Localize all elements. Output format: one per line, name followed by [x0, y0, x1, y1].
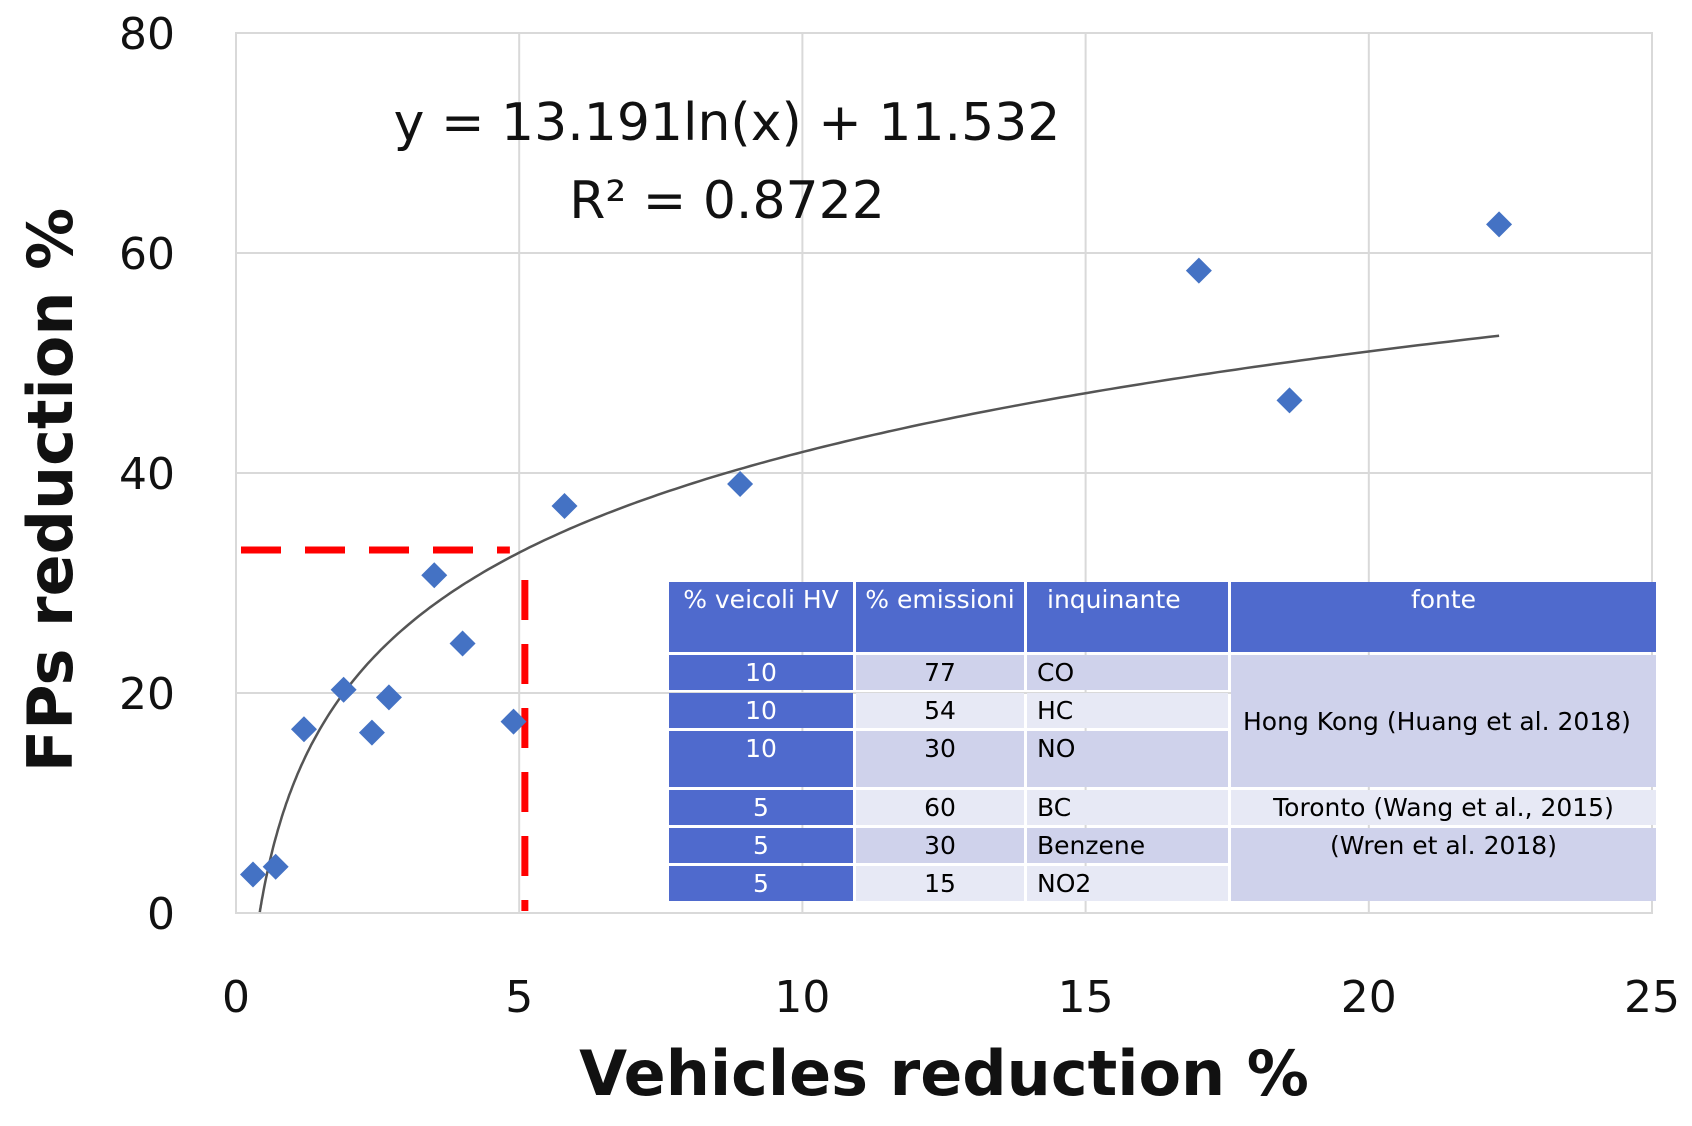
- reference-lines: [241, 546, 529, 911]
- cell-hv: 10: [669, 731, 853, 787]
- x-tick-label: 15: [1058, 972, 1114, 1023]
- data-point: [358, 719, 385, 746]
- data-point: [1486, 211, 1513, 238]
- data-point: [375, 684, 402, 711]
- cell-inquinante: NO2: [1027, 866, 1228, 901]
- cell-fonte-hong-kong: Hong Kong (Huang et al. 2018): [1231, 655, 1656, 787]
- table-row: 10 30 NO: [669, 731, 1656, 787]
- table-header-row: % veicoli HV % emissioni inquinante font…: [669, 582, 1656, 652]
- cell-inquinante: Benzene: [1027, 828, 1228, 863]
- cell-hv: 10: [669, 693, 853, 728]
- x-tick-label: 10: [774, 972, 830, 1023]
- header-fonte: fonte: [1231, 582, 1656, 652]
- data-point: [449, 630, 476, 657]
- cell-inquinante: BC: [1027, 790, 1228, 825]
- y-tick-labels: 0 20 40 60 80: [119, 9, 175, 940]
- table-row: 10 77 CO Hong Kong (Huang et al. 2018): [669, 655, 1656, 787]
- data-point: [239, 861, 266, 888]
- y-tick-label: 0: [147, 889, 175, 940]
- x-tick-label: 0: [222, 972, 250, 1023]
- header-inquinante: inquinante: [1027, 582, 1228, 652]
- table-row: 5 15 NO2: [669, 866, 1656, 901]
- cell-inquinante: HC: [1027, 693, 1228, 728]
- cell-fonte-wren: (Wren et al. 2018): [1231, 828, 1656, 901]
- x-tick-labels: 0 5 10 15 20 25: [222, 972, 1680, 1023]
- data-point: [262, 853, 289, 880]
- trendline-r2: R² = 0.8722: [569, 171, 885, 231]
- data-point: [727, 471, 754, 497]
- cell-hv: 5: [669, 828, 853, 863]
- x-tick-label: 5: [505, 972, 533, 1023]
- table-row: 5 60 BC Toronto (Wang et al., 2015): [669, 790, 1656, 825]
- data-point: [551, 493, 578, 519]
- trendline-equation: y = 13.191ln(x) + 11.532: [394, 93, 1061, 153]
- x-tick-label: 20: [1341, 972, 1397, 1023]
- cell-hv: 5: [669, 866, 853, 901]
- trendline: [258, 334, 1500, 913]
- header-veicoli-hv: % veicoli HV: [669, 582, 853, 652]
- cell-emissioni: 30: [856, 731, 1024, 787]
- data-point: [290, 716, 317, 743]
- y-tick-label: 40: [119, 449, 175, 500]
- data-point: [1185, 257, 1212, 284]
- cell-emissioni: 15: [856, 866, 1024, 901]
- cell-fonte-toronto: Toronto (Wang et al., 2015): [1231, 790, 1656, 825]
- cell-emissioni: 54: [856, 693, 1024, 728]
- cell-emissioni: 77: [856, 655, 1024, 690]
- y-tick-label: 60: [119, 229, 175, 280]
- table-row: 5 30 Benzene (Wren et al. 2018): [669, 828, 1656, 901]
- data-point: [500, 708, 527, 735]
- y-tick-label: 20: [119, 669, 175, 720]
- data-point: [1276, 387, 1303, 414]
- cell-hv: 5: [669, 790, 853, 825]
- data-point: [421, 562, 448, 589]
- y-tick-label: 80: [119, 9, 175, 60]
- table-row: 10 54 HC: [669, 693, 1656, 728]
- cell-emissioni: 30: [856, 828, 1024, 863]
- y-axis-title: FPs reduction %: [14, 208, 87, 772]
- header-emissioni: % emissioni: [856, 582, 1024, 652]
- emissions-table: % veicoli HV % emissioni inquinante font…: [666, 579, 1659, 904]
- data-points: [239, 211, 1513, 888]
- x-axis-title: Vehicles reduction %: [579, 1037, 1309, 1110]
- cell-hv: 10: [669, 655, 853, 690]
- x-tick-label: 25: [1624, 972, 1680, 1023]
- cell-inquinante: CO: [1027, 655, 1228, 690]
- cell-emissioni: 60: [856, 790, 1024, 825]
- data-point: [330, 676, 357, 703]
- cell-inquinante: NO: [1027, 731, 1228, 787]
